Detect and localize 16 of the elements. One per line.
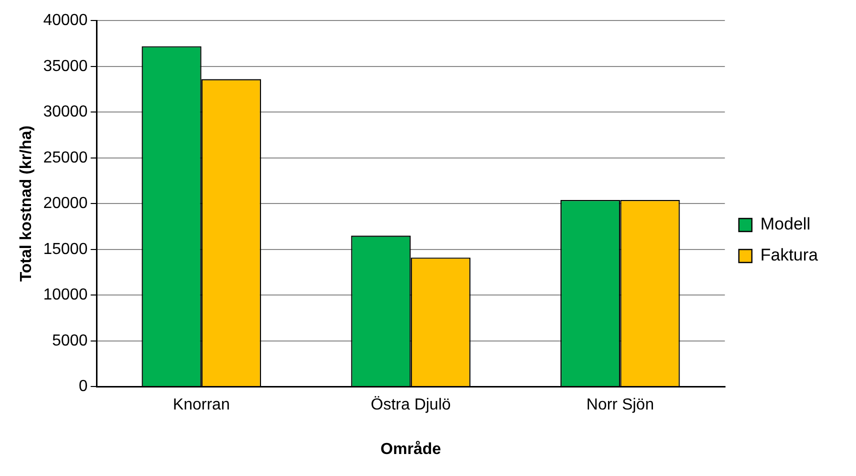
- y-tick-label: 5000: [52, 332, 88, 350]
- y-tick-label: 0: [78, 378, 88, 396]
- x-axis-title: Område: [380, 440, 442, 458]
- y-tick-label: 20000: [43, 195, 88, 212]
- x-tick-label: Norr Sjön: [586, 396, 654, 414]
- y-tick-label: 15000: [43, 240, 88, 258]
- y-tick-label: 35000: [43, 58, 88, 75]
- x-tick-label: Knorran: [172, 396, 230, 414]
- y-tick-label: 40000: [43, 12, 88, 30]
- y-tick-label: 10000: [43, 286, 88, 304]
- legend-label: Faktura: [760, 246, 819, 265]
- y-tick-label: 30000: [43, 104, 88, 121]
- y-axis-title: Total kostnad (kr/ha): [18, 126, 36, 282]
- y-tick-label: 25000: [43, 149, 88, 166]
- x-tick-label: Östra Djulö: [370, 396, 451, 414]
- legend-label: Modell: [760, 214, 810, 234]
